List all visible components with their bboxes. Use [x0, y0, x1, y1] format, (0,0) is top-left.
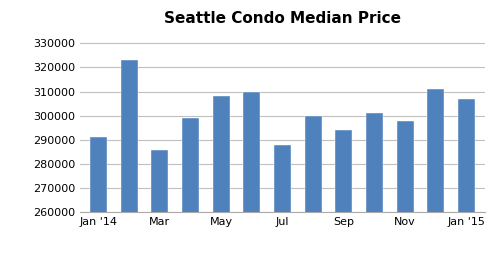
Bar [428, 89, 444, 259]
Bar [458, 99, 475, 259]
Bar [244, 91, 260, 259]
Bar [366, 113, 383, 259]
Bar [274, 145, 291, 259]
Bar [304, 116, 322, 259]
Bar [152, 149, 168, 259]
Bar [397, 120, 413, 259]
Bar [212, 96, 230, 259]
Bar [182, 118, 199, 259]
Title: Seattle Condo Median Price: Seattle Condo Median Price [164, 11, 401, 26]
Bar [120, 60, 138, 259]
Bar [336, 130, 352, 259]
Bar [90, 138, 107, 259]
